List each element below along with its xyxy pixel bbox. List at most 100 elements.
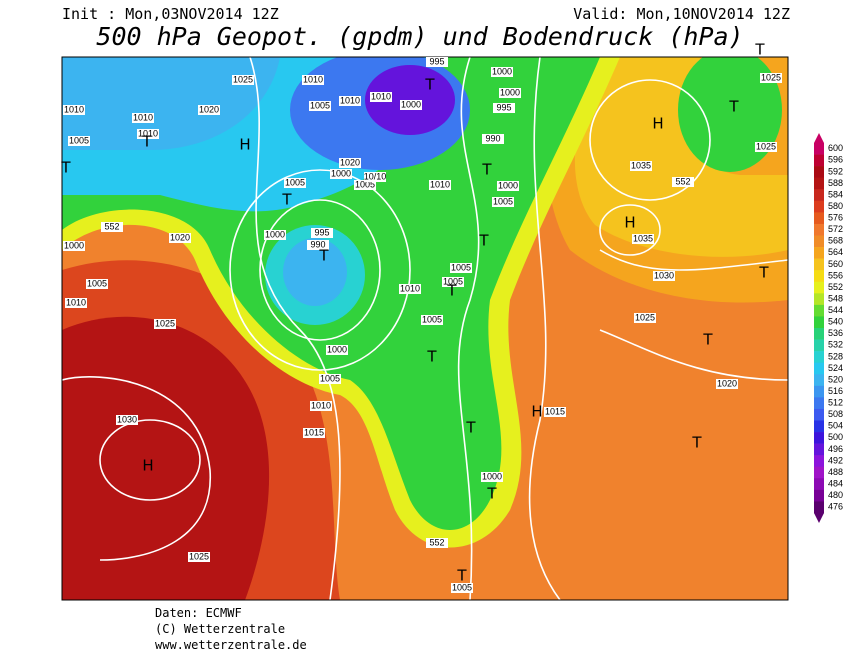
label-box <box>426 538 448 548</box>
legend-swatch <box>814 351 824 363</box>
pressure-center: T <box>754 41 765 59</box>
isobar-label: 1005 <box>285 177 305 187</box>
legend-swatch <box>814 223 824 236</box>
label-box <box>482 134 504 144</box>
legend-swatch <box>814 200 824 213</box>
label-box <box>188 552 210 562</box>
legend-swatch <box>814 385 824 398</box>
legend-swatch <box>814 478 824 491</box>
isobar-label: 1005 <box>310 100 330 110</box>
legend-label: 560 <box>828 259 843 269</box>
label-box <box>450 263 472 273</box>
legend-swatch <box>814 489 824 502</box>
isobar-label: 995 <box>496 102 511 112</box>
pressure-center: T <box>478 232 489 250</box>
isobar-label: 1000 <box>401 99 421 109</box>
label-box <box>544 407 566 417</box>
pressure-center: H <box>652 115 663 133</box>
pressure-center: T <box>702 331 713 349</box>
valid-time: Valid: Mon,10NOV2014 12Z <box>573 5 790 23</box>
label-box <box>400 100 422 110</box>
label-box <box>307 240 329 250</box>
pressure-center: T <box>281 191 292 209</box>
legend-swatch <box>814 304 824 317</box>
pressure-center: T <box>141 133 152 151</box>
isobar-label: 1005 <box>355 179 375 189</box>
legend-label: 592 <box>828 166 843 176</box>
label-box <box>101 222 123 232</box>
isobar-label: 1015 <box>545 406 565 416</box>
isobar-label: 995 <box>314 227 329 237</box>
legend-label: 532 <box>828 340 843 350</box>
isobar-label: 1035 <box>631 160 651 170</box>
label-box <box>132 113 154 123</box>
pressure-center: T <box>426 348 437 366</box>
isobar-label: 1005 <box>452 582 472 592</box>
pressure-center: T <box>486 485 497 503</box>
legend-label: 492 <box>828 455 843 465</box>
legend-label: 512 <box>828 398 843 408</box>
legend-label: 520 <box>828 374 843 384</box>
pressure-center: T <box>318 247 329 265</box>
legend-label: 568 <box>828 236 843 246</box>
legend-label: 584 <box>828 189 843 199</box>
isobar-label: 1000 <box>500 87 520 97</box>
isobar-label: 1020 <box>199 104 219 114</box>
label-box <box>364 172 386 182</box>
legend-swatch <box>814 328 824 340</box>
label-box <box>339 96 361 106</box>
pressure-center: T <box>456 567 467 585</box>
label-box <box>309 101 331 111</box>
pressure-center: H <box>624 214 635 232</box>
label-box <box>632 234 654 244</box>
label-box <box>116 415 138 425</box>
label-box <box>86 279 108 289</box>
isobar-label: 1010 <box>340 95 360 105</box>
legend-label: 504 <box>828 421 843 431</box>
legend-label: 564 <box>828 247 843 257</box>
isobar-label: 1010 <box>400 283 420 293</box>
isobar-label: 552 <box>429 537 444 547</box>
isobar-label: 1025 <box>635 312 655 322</box>
legend-swatch <box>814 316 824 329</box>
legend-swatch <box>814 293 824 306</box>
isobar-label: 1005 <box>87 278 107 288</box>
legend-label: 508 <box>828 409 843 419</box>
label-box <box>198 105 220 115</box>
isobar-label: 1020 <box>717 378 737 388</box>
legend-swatch <box>814 432 824 444</box>
isobar-label: 1010 <box>311 400 331 410</box>
isobar-label: 1005 <box>443 276 463 286</box>
pressure-center: T <box>481 161 492 179</box>
label-box <box>339 158 361 168</box>
legend-swatch <box>814 455 824 468</box>
label-box <box>451 583 473 593</box>
legend-label: 552 <box>828 282 843 292</box>
label-box <box>63 105 85 115</box>
legend-swatch <box>814 408 824 421</box>
isobar-label: 1025 <box>189 551 209 561</box>
isobar-label: 1000 <box>64 240 84 250</box>
label-box <box>284 178 306 188</box>
isobar-label: 1005 <box>451 262 471 272</box>
label-box <box>169 233 191 243</box>
pressure-center: H <box>142 457 153 475</box>
legend-label: 572 <box>828 224 843 234</box>
label-box <box>499 88 521 98</box>
isobar-label: 1010 <box>303 74 323 84</box>
legend-label: 544 <box>828 305 843 315</box>
legend-swatch <box>814 397 824 410</box>
legend-label: 588 <box>828 178 843 188</box>
pressure-center: T <box>446 282 457 300</box>
label-box <box>330 169 352 179</box>
isobar-label: 1030 <box>654 270 674 280</box>
copyright: (C) Wetterzentrale <box>155 622 285 636</box>
legend-swatch <box>814 420 824 433</box>
legend-swatch <box>814 270 824 283</box>
pressure-center: T <box>465 419 476 437</box>
label-box <box>481 472 503 482</box>
label-box <box>653 271 675 281</box>
legend-label: 536 <box>828 328 843 338</box>
isobar-label: 1030 <box>117 414 137 424</box>
